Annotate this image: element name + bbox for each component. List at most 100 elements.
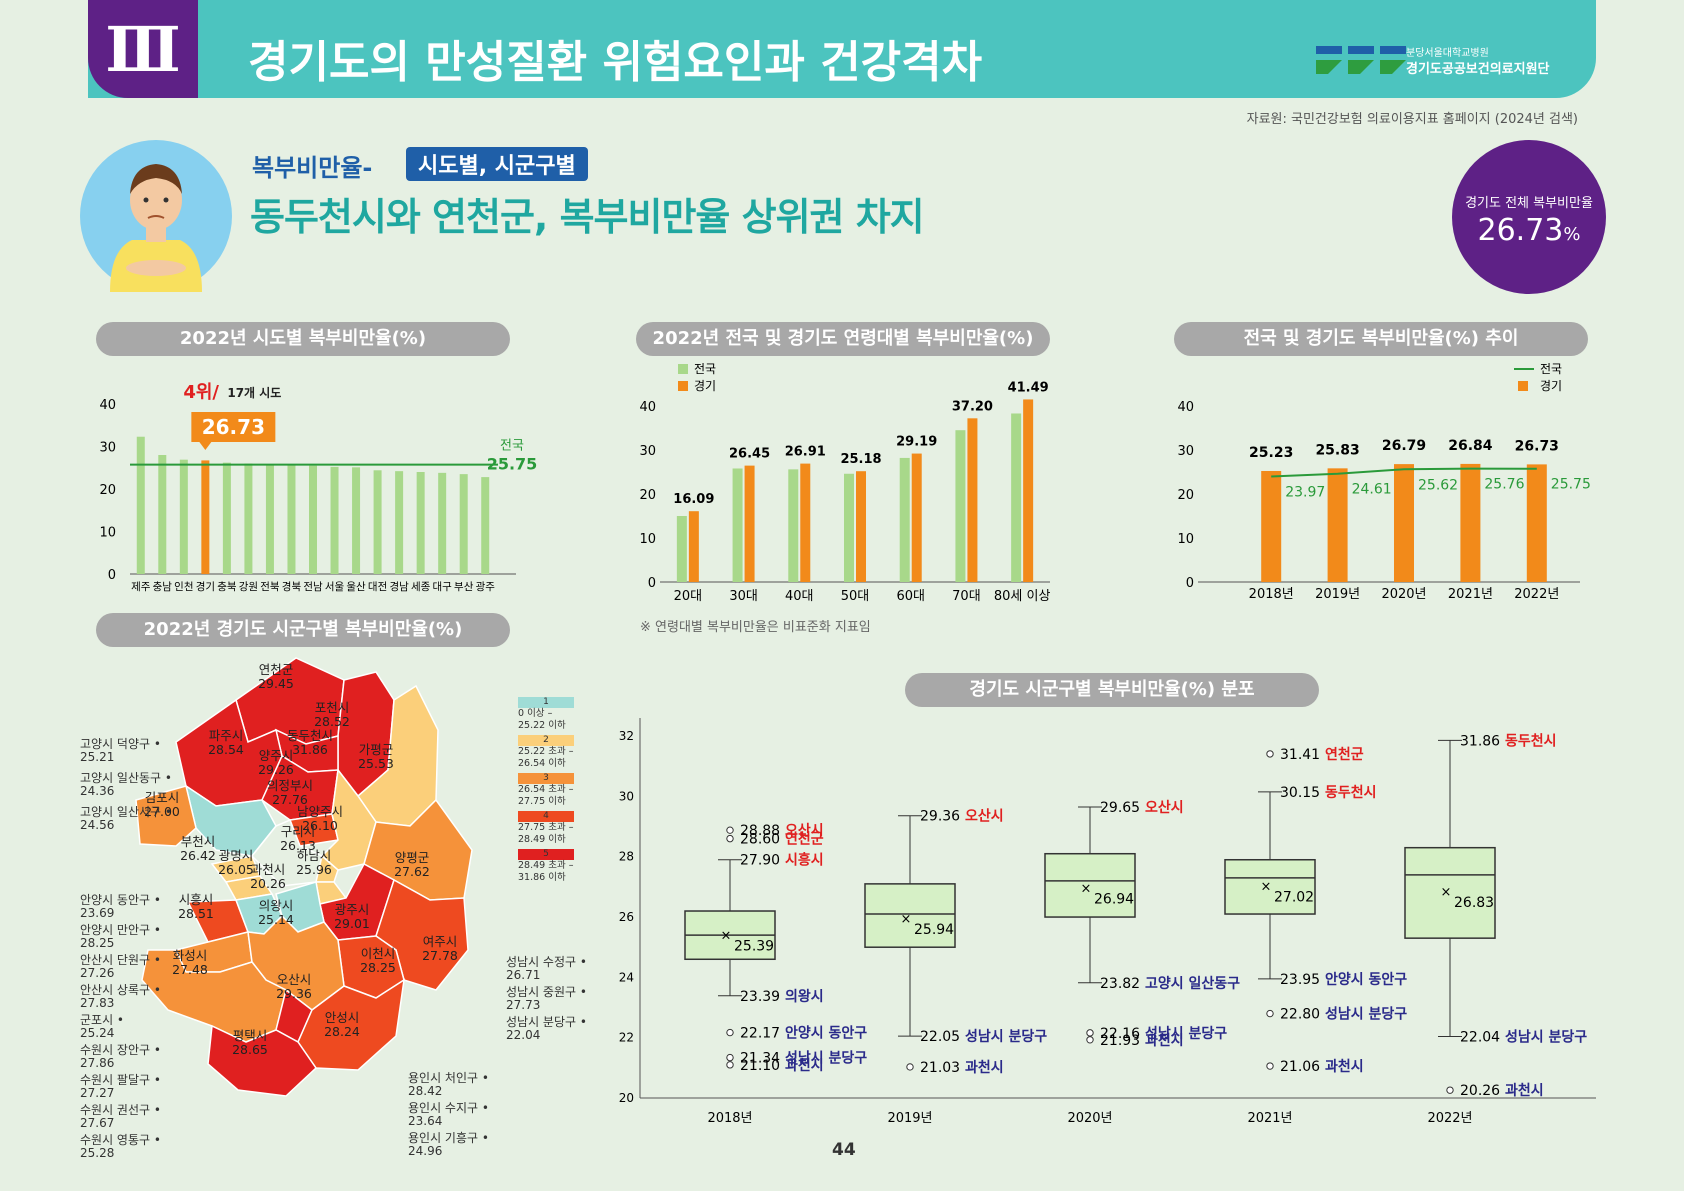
annotation-value: 28.60 xyxy=(740,832,780,848)
y-tick-label: 32 xyxy=(619,729,634,743)
y-tick-label: 40 xyxy=(99,398,116,413)
side-label-name: 안산시 상록구 • xyxy=(80,983,161,997)
y-tick-label: 0 xyxy=(1186,576,1194,591)
side-label-value: 27.83 xyxy=(80,996,115,1010)
bar xyxy=(1526,464,1547,582)
map-region-name: 과천시 xyxy=(251,862,286,877)
outlier-point xyxy=(726,1061,734,1069)
topic-label: 복부비만율- xyxy=(252,154,373,182)
x-tick-label: 전남 xyxy=(303,581,323,593)
logo-text-line1: 분당서울대학교병원 xyxy=(1406,48,1489,59)
map-side-label: 안양시 만안구 • 28.25 xyxy=(80,924,161,950)
bar xyxy=(967,418,978,582)
legend-swatch xyxy=(678,364,688,374)
side-label-value: 26.71 xyxy=(506,968,541,982)
badge-label: 경기도 전체 복부비만율 xyxy=(1465,196,1593,211)
header-banner xyxy=(88,0,1596,98)
x-tick-label: 충남 xyxy=(153,581,173,593)
x-tick-label: 2019년 xyxy=(887,1111,932,1126)
map-side-label: 안산시 단원구 • 27.26 xyxy=(80,954,161,980)
map-region-name: 파주시 xyxy=(209,728,244,743)
x-tick-label: 50대 xyxy=(841,589,870,604)
annotation-region: 과천시 xyxy=(1320,1059,1364,1075)
map-region-name: 부천시 xyxy=(181,834,216,849)
annotation-region: 성남시 분당구 xyxy=(1320,1006,1407,1023)
data-label: 37.20 xyxy=(952,399,993,414)
annotation-region: 성남시 분당구 xyxy=(780,1050,867,1067)
annotation-value: 21.06 xyxy=(1280,1059,1320,1075)
map-region-value: 29.01 xyxy=(334,916,370,931)
map-region-value: 28.54 xyxy=(208,742,244,757)
mean-label: 25.94 xyxy=(914,922,954,938)
map-regions xyxy=(135,657,473,1097)
x-tick-label: 대전 xyxy=(368,581,387,593)
y-tick-label: 30 xyxy=(1177,444,1194,459)
x-tick-label: 서울 xyxy=(325,581,345,593)
bar xyxy=(330,466,339,574)
annotation-value: 22.16 xyxy=(1100,1026,1140,1042)
side-label-name: 고양시 일산동구 • xyxy=(80,771,172,785)
y-tick-label: 0 xyxy=(648,576,656,591)
outlier-point xyxy=(1086,1036,1094,1044)
chart3-title: 전국 및 경기도 복부비만율(%) 추이 xyxy=(1174,322,1588,356)
map-region-name: 양주시 xyxy=(259,748,294,763)
side-label-value: 22.04 xyxy=(506,1028,541,1042)
y-tick-label: 40 xyxy=(639,400,656,415)
map-side-label: 수원시 장안구 • 27.86 xyxy=(80,1044,161,1070)
person-illustration xyxy=(80,140,232,292)
x-tick-label: 경남 xyxy=(389,580,409,593)
box-annotation: 29.65 오산시 xyxy=(1100,799,1184,816)
source-note: 자료원: 국민건강보험 의료이용지표 홈페이지 (2024년 검색) xyxy=(1246,112,1578,127)
side-label-name: 성남시 분당구 • xyxy=(506,1015,587,1029)
annotation-region: 연천군 xyxy=(1320,747,1364,763)
map-region-name: 안성시 xyxy=(325,1010,360,1025)
bar xyxy=(222,462,231,574)
map-region-value: 26.42 xyxy=(180,848,216,863)
map-region-name: 이천시 xyxy=(361,946,396,961)
data-label: 26.79 xyxy=(1382,438,1426,454)
legend-swatch: 3 xyxy=(518,773,574,784)
annotation-value: 21.93 xyxy=(1100,1033,1140,1049)
outlier-point xyxy=(906,1063,914,1071)
side-label-value: 23.69 xyxy=(80,906,115,920)
data-label: 16.09 xyxy=(673,492,714,507)
chart2-title: 2022년 전국 및 경기도 연령대별 복부비만율(%) xyxy=(636,322,1050,356)
highlight-rank: 4위/ xyxy=(183,382,219,403)
box-annotation: 30.15 동두천시 xyxy=(1280,785,1377,801)
annotation-value: 23.82 xyxy=(1100,976,1140,992)
box-annotation: 23.95 안양시 동안구 xyxy=(1280,971,1407,988)
bar xyxy=(744,465,755,582)
map-side-label: 군포시 • 25.24 xyxy=(80,1014,124,1040)
highlight-callout xyxy=(191,412,276,442)
x-tick-label: 2020년 xyxy=(1381,587,1426,602)
map-side-label: 용인시 수지구 • 23.64 xyxy=(408,1102,489,1128)
annotation-value: 21.03 xyxy=(920,1060,960,1076)
legend-label: 경기 xyxy=(1540,379,1562,393)
map-region-value: 25.14 xyxy=(258,912,294,927)
annotation-value: 21.10 xyxy=(740,1058,780,1074)
page-title: 경기도의 만성질환 위험요인과 건강격차 xyxy=(248,37,983,88)
side-label-name: 군포시 • xyxy=(80,1013,125,1027)
map-region-name: 시흥시 xyxy=(179,892,214,907)
map-region-name: 동두천시 xyxy=(287,728,333,743)
side-label-name: 안산시 단원구 • xyxy=(80,953,161,967)
mean-marker: × xyxy=(1261,879,1272,894)
annotation-region: 동두천시 xyxy=(1320,785,1376,801)
annotation-region: 과천시 xyxy=(960,1060,1004,1076)
annotation-value: 23.39 xyxy=(740,989,780,1005)
y-tick-label: 20 xyxy=(639,488,656,503)
line-label: 24.61 xyxy=(1352,482,1392,498)
y-tick-label: 26 xyxy=(619,910,634,924)
side-label-value: 24.36 xyxy=(80,784,115,798)
bar xyxy=(844,473,854,582)
box xyxy=(1224,858,1316,915)
annotation-region: 오산시 xyxy=(1140,799,1184,816)
map-region-value: 27.48 xyxy=(172,962,208,977)
box-annotation: 21.34 성남시 분당구 xyxy=(740,1050,867,1067)
data-label: 41.49 xyxy=(1008,380,1049,395)
side-label-name: 안양시 동안구 • xyxy=(80,893,161,907)
outlier-point xyxy=(1266,1009,1274,1018)
annotation-region: 안양시 동안구 xyxy=(780,1025,867,1042)
